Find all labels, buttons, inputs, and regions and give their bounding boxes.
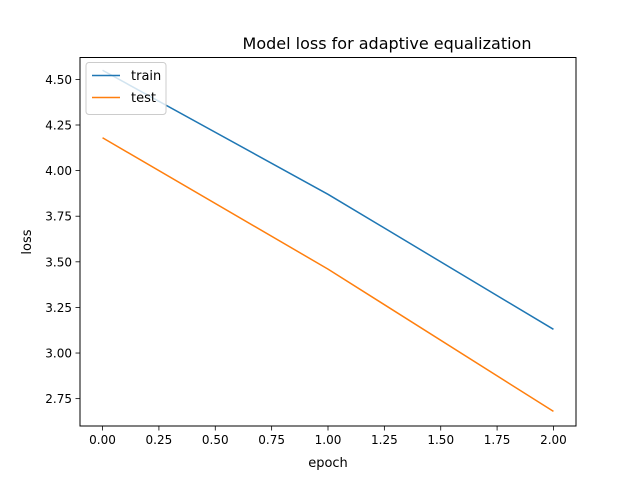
x-tick-label: 2.00 xyxy=(540,433,567,447)
series-line-train xyxy=(102,69,554,330)
y-tick-label: 3.50 xyxy=(45,255,72,269)
plot-frame xyxy=(79,57,577,427)
x-tick-label: 0.25 xyxy=(146,433,173,447)
y-tick-label: 4.50 xyxy=(45,73,72,87)
series-line-test xyxy=(102,137,554,413)
x-tick-label: 0.75 xyxy=(258,433,285,447)
plot-area xyxy=(80,57,576,426)
y-tick-label: 3.75 xyxy=(45,210,72,224)
series-layer xyxy=(102,69,554,413)
x-tick-label: 0.50 xyxy=(202,433,229,447)
legend: train test xyxy=(85,62,167,115)
y-axis-ticks: 2.75 3.00 3.25 3.50 3.75 4.00 4.25 4.50 xyxy=(45,73,80,406)
y-tick-label: 3.25 xyxy=(45,301,72,315)
x-tick-label: 1.75 xyxy=(484,433,511,447)
x-axis-ticks: 0.00 0.25 0.50 0.75 1.00 1.25 1.50 1.75 2.00 xyxy=(89,426,567,447)
x-tick-label: 1.25 xyxy=(371,433,398,447)
y-tick-label: 4.00 xyxy=(45,164,72,178)
y-axis-label: loss xyxy=(20,229,35,254)
y-tick-label: 4.25 xyxy=(45,118,72,132)
legend-label-train: train xyxy=(131,69,161,84)
x-tick-label: 1.50 xyxy=(427,433,454,447)
chart-title: Model loss for adaptive equalization xyxy=(243,34,532,53)
x-tick-label: 1.00 xyxy=(315,433,342,447)
x-tick-label: 0.00 xyxy=(89,433,116,447)
y-tick-label: 3.00 xyxy=(45,347,72,361)
legend-label-test: test xyxy=(131,91,156,106)
x-axis-label: epoch xyxy=(308,456,348,471)
y-tick-label: 2.75 xyxy=(45,392,72,406)
